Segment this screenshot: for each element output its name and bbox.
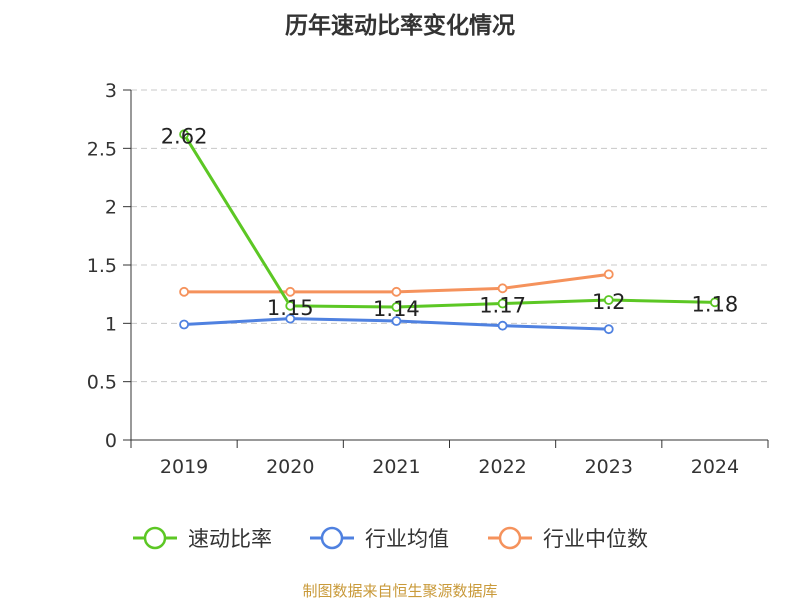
y-tick-label: 2 xyxy=(105,197,117,219)
y-tick-label: 1.5 xyxy=(87,255,117,277)
chart-title: 历年速动比率变化情况 xyxy=(285,12,515,39)
data-point[interactable] xyxy=(391,316,402,326)
x-tick-label: 2019 xyxy=(160,456,208,478)
y-tick-label: 3 xyxy=(105,80,117,102)
data-point[interactable] xyxy=(179,319,189,330)
x-tick-label: 2020 xyxy=(266,456,314,478)
y-tick-label: 2.5 xyxy=(87,138,117,160)
legend[interactable]: 速动比率 行业均值 行业中位数 xyxy=(133,526,648,551)
data-point[interactable] xyxy=(391,286,402,297)
data-point[interactable] xyxy=(391,302,402,312)
data-point[interactable] xyxy=(603,269,614,280)
data-point[interactable] xyxy=(497,320,508,331)
data-point[interactable] xyxy=(179,286,189,297)
data-label: 1.15 xyxy=(267,296,314,320)
series-line-0 xyxy=(182,133,715,309)
data-point[interactable] xyxy=(285,286,296,297)
series-lines xyxy=(179,129,720,335)
data-point[interactable] xyxy=(710,297,720,308)
legend-marker xyxy=(143,526,167,550)
data-label: 1.18 xyxy=(692,292,739,316)
legend-item-1[interactable]: 行业均值 xyxy=(310,526,449,551)
data-label: 1.17 xyxy=(479,294,526,318)
data-point[interactable] xyxy=(497,283,508,294)
x-tick-label: 2021 xyxy=(372,456,420,478)
data-point[interactable] xyxy=(603,295,614,305)
y-tick-label: 1 xyxy=(105,313,117,335)
data-point[interactable] xyxy=(497,298,508,309)
legend-marker xyxy=(320,526,344,550)
data-point[interactable] xyxy=(603,324,614,335)
data-label: 1.14 xyxy=(373,297,420,321)
y-tick-label: 0.5 xyxy=(87,372,117,394)
x-tick-label: 2023 xyxy=(585,456,633,478)
grid-lines xyxy=(131,89,768,383)
data-point[interactable] xyxy=(285,300,296,311)
legend-marker xyxy=(498,526,522,550)
legend-label: 速动比率 xyxy=(188,527,272,551)
source-note: 制图数据来自恒生聚源数据库 xyxy=(302,582,497,600)
data-point[interactable] xyxy=(285,313,296,324)
data-label: 2.62 xyxy=(161,124,208,148)
legend-label: 行业均值 xyxy=(365,527,449,551)
x-tick-label: 2024 xyxy=(691,456,739,478)
data-point[interactable] xyxy=(179,129,189,140)
y-tick-label: 0 xyxy=(105,430,117,452)
data-labels: 2.62 1.15 1.14 1.17 1.2 1.18 xyxy=(161,124,739,321)
legend-item-0[interactable]: 速动比率 xyxy=(133,526,272,551)
axes: 0 0.5 1 1.5 2 2.5 3 2019 2020 2021 2022 2023 2024 xyxy=(87,80,769,478)
legend-item-2[interactable]: 行业中位数 xyxy=(488,526,648,551)
data-label: 1.2 xyxy=(592,290,625,314)
legend-label: 行业中位数 xyxy=(543,527,648,551)
x-tick-label: 2022 xyxy=(478,456,526,478)
